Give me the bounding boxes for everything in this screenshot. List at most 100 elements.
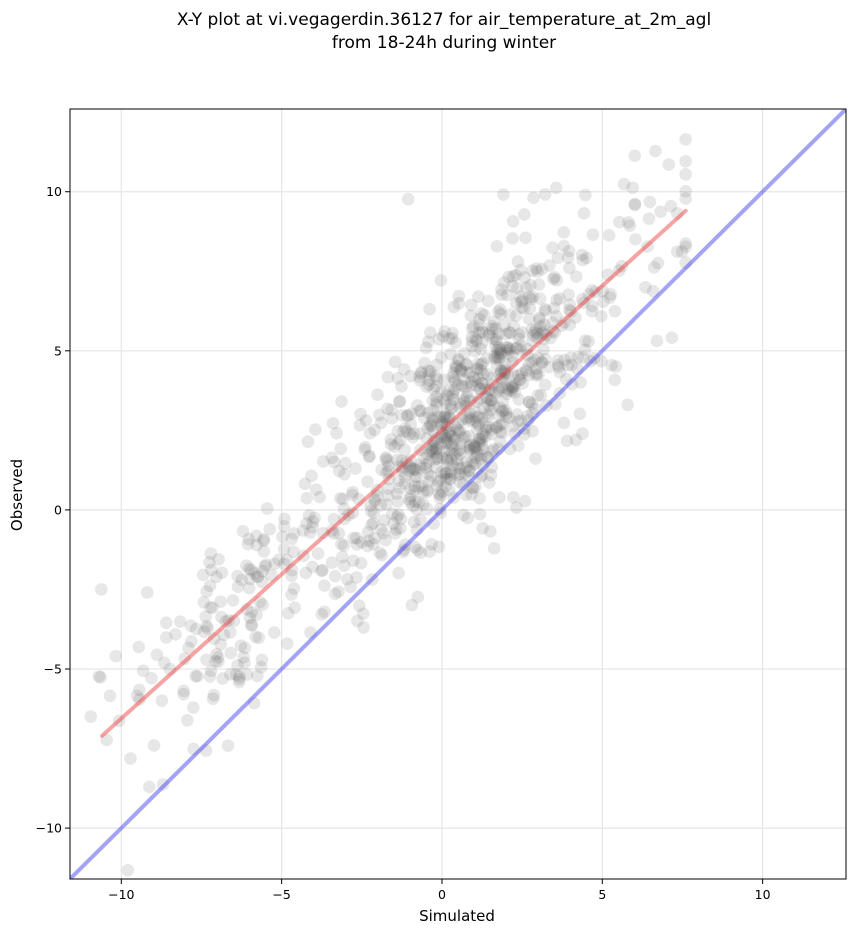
scatter-point [495,381,508,395]
scatter-point [403,427,416,441]
scatter-point [463,394,477,408]
scatter-point [537,324,551,338]
scatter-point [499,404,512,417]
scatter-point [251,669,264,683]
scatter-point [450,360,464,373]
scatter-point [278,512,291,526]
scatter-point [335,537,348,551]
scatter-point [189,669,202,683]
scatter-point [425,537,438,551]
scatter-point [481,451,494,464]
scatter-point [499,328,513,341]
scatter-point [209,655,222,668]
scatter-point [448,359,462,372]
scatter-point [465,330,479,344]
scatter-point [435,416,449,429]
scatter-point [327,455,341,469]
scatter-point [429,379,443,393]
scatter-point [364,499,377,512]
scatter-point [415,479,429,493]
scatter-point [597,295,610,308]
scatter-point [437,468,451,481]
scatter-point [449,375,462,388]
scatter-point [629,233,642,246]
scatter-point [316,563,329,577]
scatter-point [522,290,536,304]
scatter-point [522,312,536,326]
scatter-point [495,283,508,296]
scatter-point [423,455,436,468]
scatter-point [410,503,424,516]
scatter-point [470,448,484,462]
scatter-point [285,532,298,546]
scatter-point [212,655,225,668]
scatter-point [517,428,531,441]
scatter-point [508,427,522,441]
scatter-point [332,585,345,599]
scatter-point [534,389,548,402]
scatter-point [576,253,590,267]
scatter-point [315,607,329,621]
scatter-point [480,408,494,421]
scatter-point [502,411,516,425]
scatter-point [215,566,229,580]
scatter-point [308,511,321,525]
scatter-point [427,382,441,396]
scatter-point [464,298,478,312]
scatter-point [285,569,298,583]
scatter-point [349,462,362,475]
scatter-point [380,497,393,511]
scatter-point [494,343,507,357]
scatter-point [502,384,516,397]
scatter-point [163,662,177,676]
scatter-point [300,517,313,530]
scatter-point [347,531,360,545]
scatter-point [409,470,423,484]
scatter-point [464,413,478,426]
scatter-point [492,341,506,355]
scatter-point [679,192,692,205]
scatter-point [455,379,469,393]
scatter-point [391,495,405,508]
scatter-point [306,515,320,528]
scatter-point [492,351,506,364]
scatter-point [316,526,330,540]
scatter-point [420,432,433,445]
scatter-point [364,504,378,518]
scatter-point [243,611,257,624]
scatter-point [506,270,520,283]
scatter-point [395,380,408,393]
scatter-point [628,149,642,162]
scatter-point [569,433,583,447]
scatter-point [361,539,374,553]
scatter-point [395,409,409,422]
scatter-point [177,684,191,698]
scatter-point [468,440,482,454]
scatter-point [485,460,499,474]
scatter-point [518,271,531,284]
scatter-point [440,454,454,467]
scatter-point [470,395,484,409]
scatter-point [457,347,471,360]
scatter-point [465,488,478,501]
scatter-point [437,410,451,424]
scatter-point [368,493,382,506]
scatter-point [237,650,250,664]
scatter-point [427,517,440,530]
scatter-point [484,468,498,482]
scatter-point [438,396,452,409]
scatter-point [359,440,372,454]
scatter-point [245,605,259,619]
scatter-point [446,326,459,340]
scatter-point [438,418,452,431]
scatter-point [520,365,533,378]
scatter-point [438,407,452,421]
scatter-point [332,464,346,478]
scatter-point [231,659,244,672]
scatter-point [242,581,256,595]
scatter-point [510,501,523,514]
scatter-point [249,529,263,543]
scatter-point [281,606,295,620]
scatter-point [533,311,546,325]
scatter-point [588,285,602,299]
